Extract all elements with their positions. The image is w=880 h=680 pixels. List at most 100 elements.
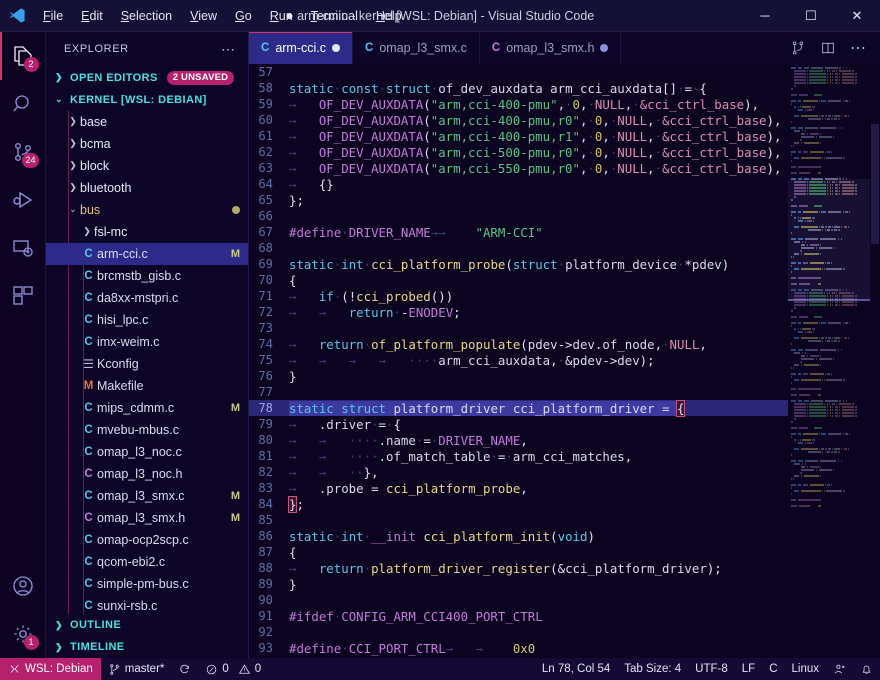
code-line[interactable]: 86 static·int·__init cci_platform_init(vo… — [249, 528, 788, 544]
code-line[interactable]: 82 → → ··}, — [249, 464, 788, 480]
code-line[interactable]: 76} — [249, 368, 788, 384]
section-timeline[interactable]: ❯ TIMELINE — [46, 636, 248, 658]
code-line[interactable]: 88 → return·platform_driver_register(&cci… — [249, 560, 788, 576]
code-line[interactable]: 58 static·const·struct·of_dev_auxdata arm… — [249, 80, 788, 96]
scrollbar-thumb[interactable] — [871, 124, 879, 244]
code-line[interactable]: 74 → return·of_platform_populate(pdev->de… — [249, 336, 788, 352]
minimap[interactable] — [788, 64, 870, 658]
split-editor-button[interactable] — [784, 32, 812, 64]
code-line[interactable]: 87 { — [249, 544, 788, 560]
code-line[interactable]: 89} — [249, 576, 788, 592]
code-content[interactable]: 57 58 static·const·struct·of_dev_auxdata a… — [249, 64, 788, 658]
code-line[interactable]: 75 → → → → ····arm_cci_auxdata,·&pdev->de… — [249, 352, 788, 368]
menu-edit[interactable]: Edit — [81, 8, 103, 23]
split-layout-button[interactable] — [814, 32, 842, 64]
file-tree-row[interactable]: ❯ base — [46, 111, 248, 133]
section-workspace[interactable]: ⌄ KERNEL [WSL: DEBIAN] — [46, 89, 248, 111]
status-eol[interactable]: LF — [741, 663, 756, 675]
menu-run[interactable]: Run — [269, 8, 293, 23]
status-feedback[interactable] — [826, 658, 853, 680]
status-tab-size[interactable]: Tab Size: 4 — [624, 663, 682, 675]
code-line[interactable]: 60 → OF_DEV_AUXDATA("arm,cci-400-pmu,r0",… — [249, 112, 788, 128]
tab-dirty-indicator[interactable] — [600, 44, 609, 52]
file-tree-row[interactable]: ❯ bcma — [46, 133, 248, 155]
code-line[interactable]: 73 — [249, 320, 788, 336]
activity-remote-explorer[interactable] — [0, 224, 46, 272]
sidebar-more-icon[interactable]: ⋯ — [221, 40, 236, 57]
status-cursor-position[interactable]: Ln 78, Col 54 — [541, 663, 611, 675]
maximize-button[interactable]: ☐ — [805, 7, 817, 23]
code-line[interactable]: 83 → .probe = cci_platform_probe, — [249, 480, 788, 496]
close-button[interactable]: ✕ — [851, 7, 863, 23]
code-line[interactable]: 72 → → return·-ENODEV; — [249, 304, 788, 320]
code-line[interactable]: 79 → .driver·=·{ — [249, 416, 788, 432]
code-line[interactable]: 85 — [249, 512, 788, 528]
code-line[interactable]: 70 { — [249, 272, 788, 288]
code-line[interactable]: 90 — [249, 592, 788, 608]
section-open-editors[interactable]: ❯ OPEN EDITORS 2 UNSAVED — [46, 67, 248, 89]
menu-go[interactable]: Go — [235, 8, 252, 23]
file-tree-row[interactable]: ☰ Kconfig — [46, 353, 248, 375]
activity-settings[interactable]: 1 — [0, 610, 46, 658]
menu-terminal[interactable]: Terminal — [310, 8, 358, 23]
file-tree-row[interactable]: ❯ bluetooth — [46, 177, 248, 199]
code-line[interactable]: 64 → {} — [249, 176, 788, 192]
menu-view[interactable]: View — [190, 8, 218, 23]
activity-explorer[interactable]: 2 — [0, 32, 46, 80]
section-outline[interactable]: ❯ OUTLINE — [46, 614, 248, 636]
code-line[interactable]: 68 — [249, 240, 788, 256]
menu-file[interactable]: File — [43, 8, 64, 23]
code-line[interactable]: 92 — [249, 624, 788, 640]
code-line[interactable]: 66 — [249, 208, 788, 224]
file-tree-row[interactable]: ❯ fsl-mc — [46, 221, 248, 243]
minimap-viewport-slider[interactable] — [788, 179, 870, 299]
status-problems[interactable]: 0 0 — [198, 658, 268, 680]
status-branch[interactable]: master* — [101, 658, 172, 680]
code-line[interactable]: 93 #define·CCI_PORT_CTRL→ → 0x0 — [249, 640, 788, 656]
code-line[interactable]: 69 static·int·cci_platform_probe(struct·p… — [249, 256, 788, 272]
status-encoding[interactable]: UTF-8 — [695, 663, 728, 675]
activity-run-debug[interactable] — [0, 176, 46, 224]
code-line[interactable]: 61 → OF_DEV_AUXDATA("arm,cci-400-pmu,r1",… — [249, 128, 788, 144]
code-line[interactable]: 84}; — [249, 495, 788, 513]
code-line[interactable]: 62 → OF_DEV_AUXDATA("arm,cci-500-pmu,r0",… — [249, 144, 788, 160]
code-line[interactable]: 80 → → ····.name·=·DRIVER_NAME, — [249, 432, 788, 448]
code-line[interactable]: 91 #ifdef·CONFIG_ARM_CCI400_PORT_CTRL — [249, 608, 788, 624]
status-remote[interactable]: WSL: Debian — [0, 658, 101, 680]
more-actions-button[interactable]: ⋯ — [850, 40, 866, 57]
menu-selection[interactable]: Selection — [120, 8, 173, 23]
code-line[interactable]: 65}; — [249, 192, 788, 208]
code-line[interactable]: 78 static struct platform_driver cci_plat… — [249, 399, 788, 417]
code-line[interactable]: 63 → OF_DEV_AUXDATA("arm,cci-550-pmu,r0",… — [249, 160, 788, 176]
activity-accounts[interactable] — [0, 562, 46, 610]
code-line[interactable]: 67 #define·DRIVER_NAME→→ "ARM-CCI" — [249, 224, 788, 240]
code-line[interactable]: 57 — [249, 64, 788, 80]
code-line[interactable]: 71 → if·(!cci_probed()) — [249, 288, 788, 304]
activity-search[interactable] — [0, 80, 46, 128]
code-line[interactable]: 81 → → ····.of_match_table·=·arm_cci_matc… — [249, 448, 788, 464]
status-notifications[interactable] — [853, 658, 880, 680]
code-line[interactable]: 59 → OF_DEV_AUXDATA("arm,cci-400-pmu",·0,… — [249, 96, 788, 112]
file-tree-row[interactable]: M Makefile — [46, 375, 248, 397]
editor-scrollbar[interactable] — [870, 64, 880, 658]
menu-help[interactable]: Help — [375, 8, 402, 23]
status-language-mode[interactable]: C — [769, 663, 778, 675]
